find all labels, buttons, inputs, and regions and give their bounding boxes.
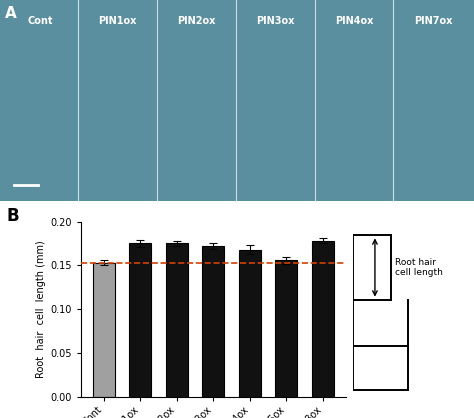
Text: PIN3ox: PIN3ox	[256, 16, 294, 26]
Text: Cont: Cont	[27, 16, 53, 26]
Text: PIN7ox: PIN7ox	[415, 16, 453, 26]
Bar	[312, 241, 334, 397]
Bar	[239, 250, 261, 397]
Text: B: B	[6, 207, 19, 225]
Y-axis label: Root  hair  cell  length (mm): Root hair cell length (mm)	[36, 240, 46, 378]
Text: A: A	[5, 6, 17, 21]
Bar	[92, 263, 115, 397]
Text: PIN4ox: PIN4ox	[336, 16, 374, 26]
Bar	[166, 244, 188, 397]
Text: Root hair
cell length: Root hair cell length	[394, 258, 442, 277]
Bar	[129, 244, 151, 397]
Bar	[202, 246, 224, 397]
Text: PIN2ox: PIN2ox	[178, 16, 216, 26]
Text: PIN1ox: PIN1ox	[99, 16, 137, 26]
Bar	[275, 260, 297, 397]
